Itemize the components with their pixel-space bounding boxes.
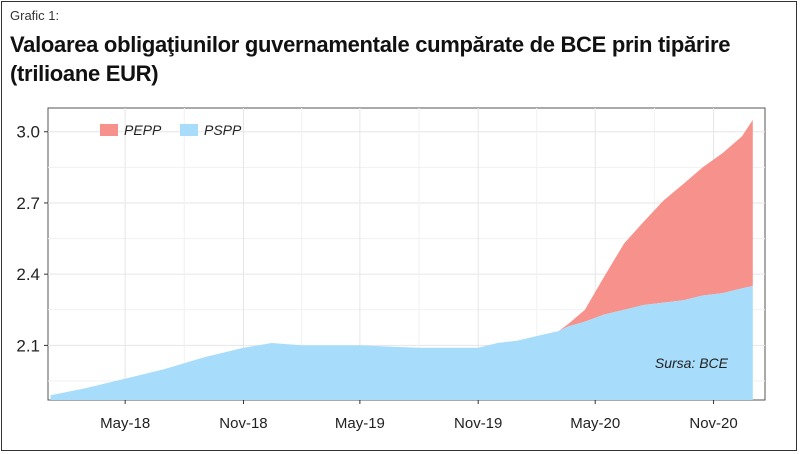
legend-swatch-pepp [100, 124, 118, 136]
y-axis: 2.1 2.4 2.7 3.0 [16, 123, 48, 355]
y-tick-label: 2.7 [16, 194, 40, 213]
figure-label: Grafic 1: [10, 8, 60, 23]
x-tick-label: May-20 [570, 415, 620, 432]
legend-swatch-pspp [180, 124, 198, 136]
source-note: Sursa: BCE [655, 355, 729, 371]
chart-title-line-2: (trilioane EUR) [10, 61, 159, 86]
chart-title-line-1: Valoarea obligaţiunilor guvernamentale c… [10, 32, 731, 57]
chart-title: Valoarea obligaţiunilor guvernamentale c… [10, 30, 790, 88]
y-tick-label: 2.4 [16, 265, 40, 284]
area-series [50, 119, 753, 400]
series-area-pspp [50, 286, 753, 400]
x-tick-label: Nov-19 [454, 415, 502, 432]
x-tick-label: Nov-18 [219, 415, 267, 432]
legend: PEPP PSPP [100, 122, 242, 138]
x-tick-label: May-18 [100, 415, 150, 432]
x-tick-label: Nov-20 [689, 415, 737, 432]
x-tick-label: May-19 [335, 415, 385, 432]
x-axis: May-18 Nov-18 May-19 Nov-19 May-20 Nov-20 [100, 400, 738, 432]
legend-label-pspp: PSPP [204, 122, 242, 138]
y-tick-label: 3.0 [16, 123, 40, 142]
legend-label-pepp: PEPP [124, 122, 162, 138]
y-tick-label: 2.1 [16, 336, 40, 355]
series-area-pepp [558, 119, 753, 332]
